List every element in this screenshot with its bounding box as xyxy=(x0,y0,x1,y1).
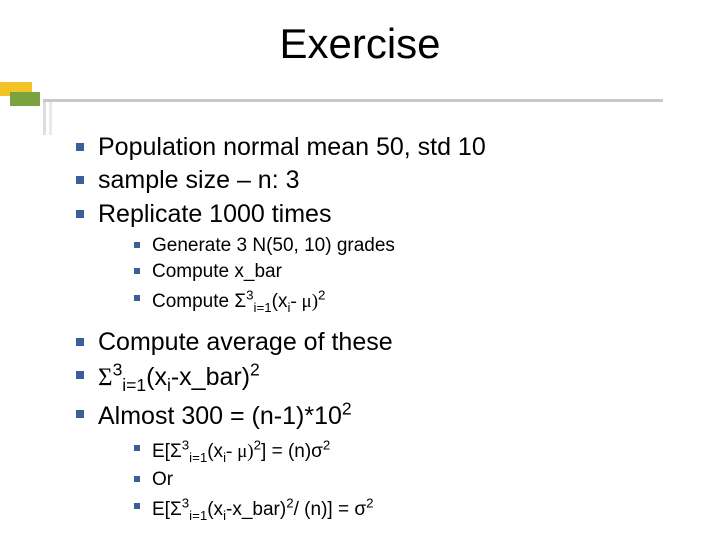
list-item: E[Σ3i=1(xi- μ)2] = (n)σ2 xyxy=(130,437,672,466)
content-area: Population normal mean 50, std 10 sample… xyxy=(72,132,672,534)
list-text: Almost 300 = (n-1)*102 xyxy=(98,402,352,430)
list-item: E[Σ3i=1(xi-x_bar)2/ (n)] = σ2 xyxy=(130,495,672,524)
list-item: Almost 300 = (n-1)*102 E[Σ3i=1(xi- μ)2] … xyxy=(72,399,672,524)
decor-green-box xyxy=(10,92,40,106)
list-item: Generate 3 N(50, 10) grades xyxy=(130,234,672,259)
bullet-list-level1: Population normal mean 50, std 10 sample… xyxy=(72,132,672,524)
bullet-list-level2: E[Σ3i=1(xi- μ)2] = (n)σ2 Or E[Σ3i=1(xi-x… xyxy=(98,437,672,525)
list-item: Compute average of these xyxy=(72,327,672,358)
list-item: Or xyxy=(130,468,672,493)
list-item: Compute Σ3i=1(xi- μ)2 xyxy=(130,287,672,316)
list-text: Σ3i=1(xi-x_bar)2 xyxy=(98,363,260,391)
list-item: sample size – n: 3 xyxy=(72,165,672,196)
page-title: Exercise xyxy=(0,20,720,68)
decor-gray-line xyxy=(43,99,663,102)
slide: Exercise Population normal mean 50, std … xyxy=(0,0,720,540)
list-item: Σ3i=1(xi-x_bar)2 xyxy=(72,360,672,397)
list-item: Replicate 1000 times Generate 3 N(50, 10… xyxy=(72,199,672,317)
decor-vertical-2 xyxy=(49,99,52,135)
bullet-list-level2: Generate 3 N(50, 10) grades Compute x_ba… xyxy=(98,234,672,317)
list-text: E[Σ3i=1(xi-x_bar)2/ (n)] = σ2 xyxy=(152,499,373,520)
list-item: Population normal mean 50, std 10 xyxy=(72,132,672,163)
decor-vertical-1 xyxy=(43,99,46,135)
list-text: E[Σ3i=1(xi- μ)2] = (n)σ2 xyxy=(152,441,330,462)
list-text: Replicate 1000 times xyxy=(98,200,331,228)
list-text: Compute Σ3i=1(xi- μ)2 xyxy=(152,291,325,312)
list-item: Compute x_bar xyxy=(130,260,672,285)
